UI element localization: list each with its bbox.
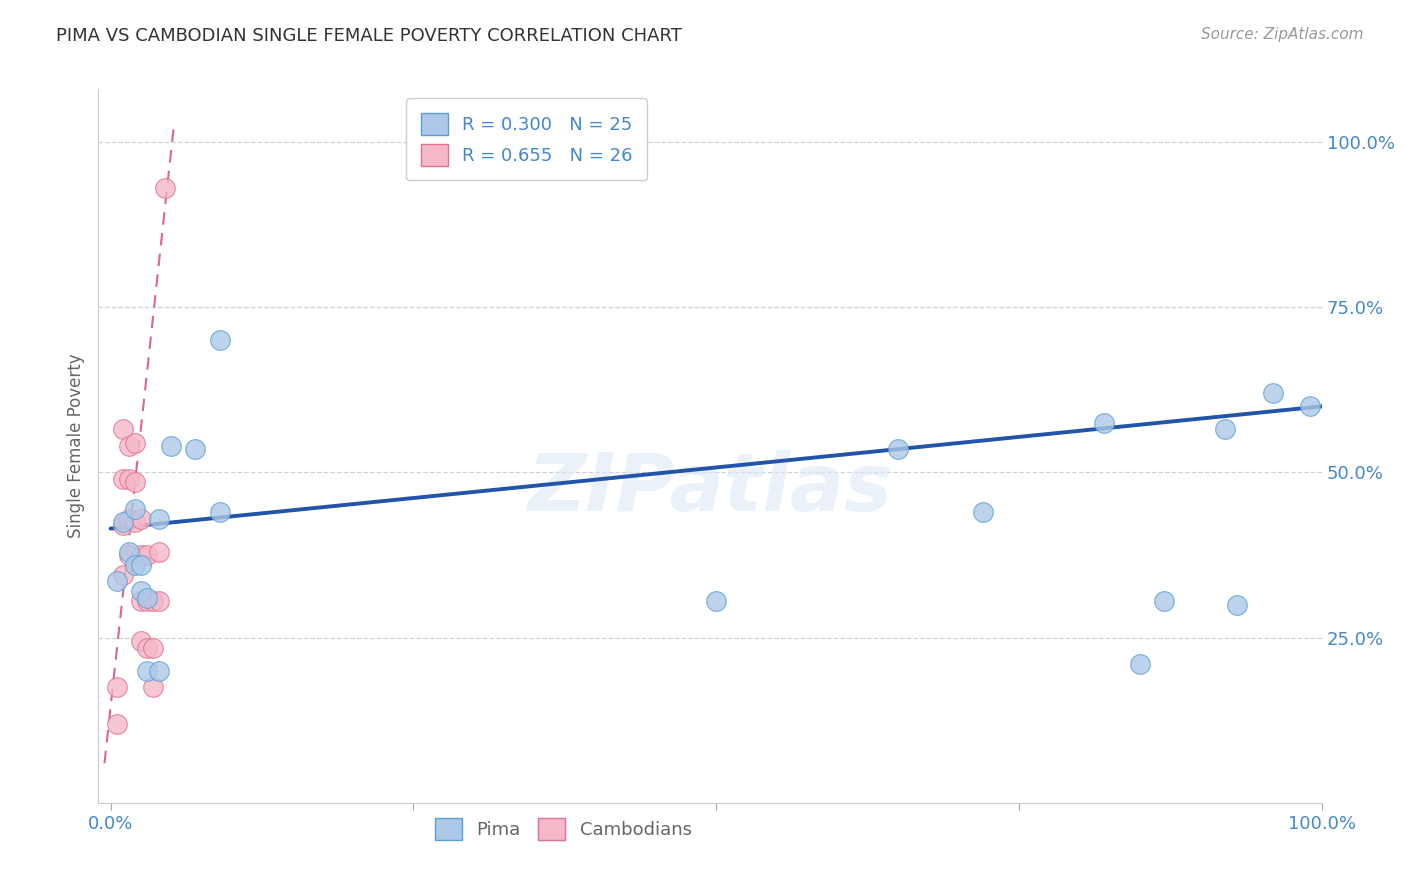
Point [135, 664, 157, 678]
Point [129, 584, 152, 599]
Point [1263, 386, 1285, 401]
Point [148, 511, 170, 525]
Point [129, 511, 152, 525]
Legend: Pima, Cambodians: Pima, Cambodians [427, 811, 699, 847]
Point [118, 545, 141, 559]
Point [1213, 422, 1236, 436]
Point [704, 594, 727, 608]
Point [124, 515, 146, 529]
Point [129, 594, 152, 608]
Point [1129, 657, 1152, 671]
Point [972, 505, 994, 519]
Point [1153, 594, 1175, 608]
Point [160, 439, 183, 453]
Point [129, 634, 152, 648]
Point [148, 664, 170, 678]
Point [142, 594, 165, 608]
Point [118, 439, 141, 453]
Point [124, 558, 146, 572]
Point [135, 548, 157, 562]
Point [111, 567, 134, 582]
Point [105, 680, 128, 694]
Point [1226, 598, 1249, 612]
Point [142, 680, 165, 694]
Point [124, 501, 146, 516]
Point [111, 422, 134, 436]
Point [118, 472, 141, 486]
Point [105, 574, 128, 589]
Point [135, 591, 157, 605]
Point [124, 435, 146, 450]
Point [1298, 400, 1320, 414]
Point [148, 594, 170, 608]
Text: Source: ZipAtlas.com: Source: ZipAtlas.com [1201, 27, 1364, 42]
Text: PIMA VS CAMBODIAN SINGLE FEMALE POVERTY CORRELATION CHART: PIMA VS CAMBODIAN SINGLE FEMALE POVERTY … [56, 27, 682, 45]
Point [124, 475, 146, 490]
Point [118, 548, 141, 562]
Point [1092, 416, 1115, 430]
Point [135, 594, 157, 608]
Point [887, 442, 910, 457]
Point [129, 558, 152, 572]
Point [184, 442, 207, 457]
Point [111, 472, 134, 486]
Point [208, 333, 231, 347]
Point [208, 505, 231, 519]
Point [148, 545, 170, 559]
Point [142, 640, 165, 655]
Point [111, 515, 134, 529]
Point [153, 181, 176, 195]
Text: ZIPatlas: ZIPatlas [527, 450, 893, 528]
Point [135, 640, 157, 655]
Point [129, 548, 152, 562]
Y-axis label: Single Female Poverty: Single Female Poverty [67, 354, 86, 538]
Point [111, 518, 134, 533]
Point [105, 716, 128, 731]
Point [118, 511, 141, 525]
